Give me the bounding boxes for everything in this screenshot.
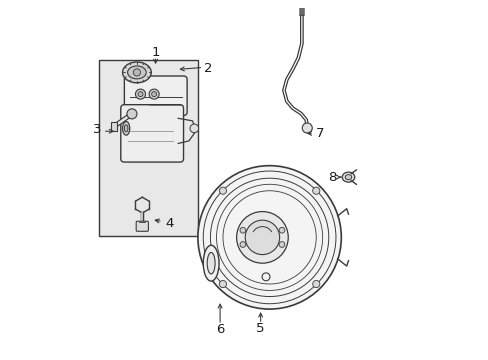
Text: 5: 5: [256, 322, 264, 335]
Text: 4: 4: [164, 216, 173, 230]
Circle shape: [133, 69, 140, 76]
Text: 1: 1: [151, 46, 160, 59]
Ellipse shape: [342, 172, 354, 182]
Circle shape: [219, 280, 226, 288]
Ellipse shape: [345, 175, 351, 180]
Text: 6: 6: [216, 323, 224, 336]
Circle shape: [190, 124, 198, 133]
Ellipse shape: [124, 125, 128, 132]
Circle shape: [312, 187, 319, 194]
Text: 8: 8: [327, 171, 336, 184]
FancyBboxPatch shape: [111, 122, 117, 131]
Circle shape: [135, 89, 145, 99]
Ellipse shape: [207, 252, 215, 274]
Text: 3: 3: [92, 123, 101, 136]
FancyBboxPatch shape: [99, 60, 198, 235]
Circle shape: [219, 187, 226, 194]
Circle shape: [279, 228, 285, 233]
Ellipse shape: [203, 245, 219, 281]
Circle shape: [198, 166, 341, 309]
FancyBboxPatch shape: [136, 221, 148, 231]
Circle shape: [240, 242, 245, 247]
Ellipse shape: [122, 122, 129, 135]
FancyBboxPatch shape: [121, 105, 183, 162]
Text: 7: 7: [315, 127, 324, 140]
Circle shape: [149, 89, 159, 99]
Ellipse shape: [127, 66, 146, 79]
Text: 2: 2: [204, 62, 212, 75]
Circle shape: [236, 212, 287, 263]
Circle shape: [312, 280, 319, 288]
Circle shape: [151, 91, 156, 96]
Circle shape: [302, 123, 312, 133]
Circle shape: [138, 91, 142, 96]
Circle shape: [127, 109, 137, 119]
Ellipse shape: [122, 62, 151, 83]
FancyBboxPatch shape: [124, 76, 187, 116]
Circle shape: [244, 220, 279, 255]
Circle shape: [279, 242, 285, 247]
Circle shape: [240, 228, 245, 233]
